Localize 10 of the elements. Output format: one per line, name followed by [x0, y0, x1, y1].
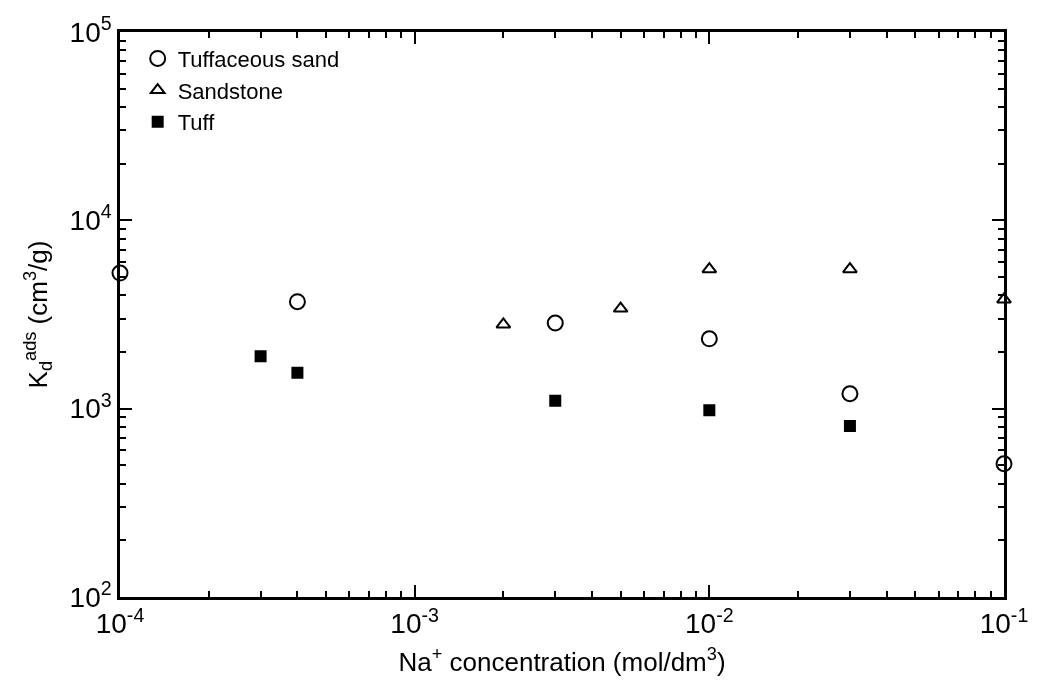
y-tick-label: 10$^{5}$ [69, 12, 112, 48]
x-tick-label: 10$^{-3}$ [390, 603, 440, 640]
legend-label: Tuffaceous sand [177, 47, 340, 73]
x-tick-label: 10$^{-1}$ [979, 603, 1029, 640]
x-tick-label: 10$^{-2}$ [685, 603, 734, 640]
y-tick-label: 10$^{4}$ [69, 200, 112, 237]
legend-label: Tuff [177, 110, 216, 136]
y-tick-label: 10$^{3}$ [69, 388, 112, 425]
legend-label: Sandstone [177, 78, 283, 104]
x-axis-title: Na$^{+}$ concentration (mol/dm$^{3}$) [398, 644, 726, 678]
